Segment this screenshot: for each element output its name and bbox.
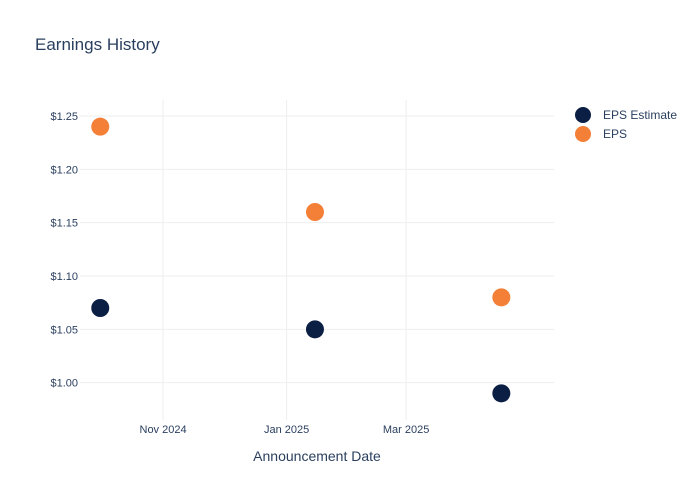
- eps-point-1[interactable]: [305, 203, 324, 221]
- eps-estimate-point-0[interactable]: [91, 299, 110, 317]
- chart-title: Earnings History: [35, 35, 160, 54]
- y-tick-label: $1.00: [50, 378, 78, 390]
- eps-point-0[interactable]: [91, 117, 110, 136]
- legend-marker-eps-estimate: [575, 107, 591, 123]
- y-tick-label: $1.10: [50, 271, 78, 283]
- eps-estimate-point-2[interactable]: [492, 384, 511, 403]
- legend-label-eps: EPS: [603, 127, 627, 141]
- legend-marker-eps: [575, 126, 591, 142]
- y-tick-label: $1.20: [50, 164, 78, 176]
- y-tick-label: $1.25: [50, 111, 78, 123]
- data-points: [91, 117, 511, 403]
- x-axis-ticks: Nov 2024 Jan 2025 Mar 2025: [140, 424, 430, 436]
- grid-layer: [80, 100, 554, 420]
- x-tick-label: Nov 2024: [140, 424, 187, 436]
- x-tick-label: Mar 2025: [383, 424, 429, 436]
- y-tick-label: $1.05: [50, 324, 78, 336]
- y-tick-label: $1.15: [50, 218, 78, 230]
- legend-label-eps-estimate: EPS Estimate: [603, 108, 677, 122]
- x-tick-label: Jan 2025: [264, 424, 309, 436]
- eps-point-2[interactable]: [492, 288, 511, 307]
- y-axis-ticks: $1.00 $1.05 $1.10 $1.15 $1.20 $1.25: [50, 111, 78, 390]
- eps-estimate-point-1[interactable]: [305, 320, 324, 339]
- x-axis-title: Announcement Date: [253, 448, 381, 464]
- legend: EPS Estimate EPS: [575, 107, 677, 142]
